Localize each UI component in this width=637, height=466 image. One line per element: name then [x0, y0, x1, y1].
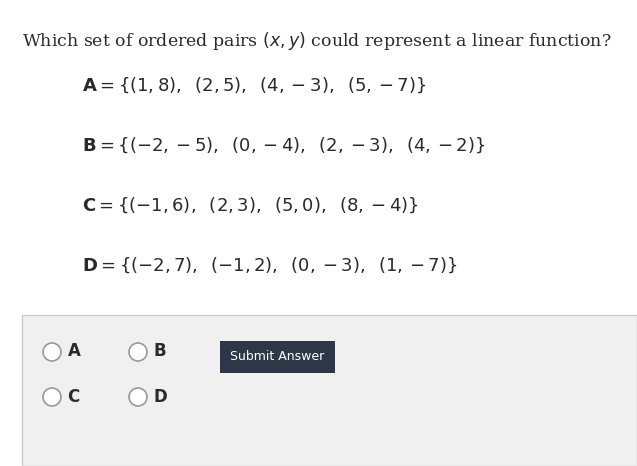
- Circle shape: [129, 343, 147, 361]
- Circle shape: [43, 388, 61, 406]
- FancyBboxPatch shape: [22, 315, 637, 466]
- Text: Which set of ordered pairs $(x, y)$ could represent a linear function?: Which set of ordered pairs $(x, y)$ coul…: [22, 30, 612, 52]
- Text: $\mathbf{A} = \{(1, 8),\;\; (2, 5),\;\; (4, -3),\;\; (5, -7)\}$: $\mathbf{A} = \{(1, 8),\;\; (2, 5),\;\; …: [82, 75, 426, 95]
- Text: $\mathbf{C}$: $\mathbf{C}$: [67, 389, 80, 405]
- Text: $\mathbf{A}$: $\mathbf{A}$: [67, 343, 82, 361]
- Circle shape: [43, 343, 61, 361]
- Text: $\mathbf{D} = \{(-2, 7),\;\; (-1, 2),\;\; (0, -3),\;\; (1, -7)\}$: $\mathbf{D} = \{(-2, 7),\;\; (-1, 2),\;\…: [82, 255, 457, 274]
- Text: $\mathbf{B}$: $\mathbf{B}$: [153, 343, 166, 361]
- Text: Submit Answer: Submit Answer: [231, 350, 325, 363]
- Text: $\mathbf{D}$: $\mathbf{D}$: [153, 389, 168, 405]
- FancyBboxPatch shape: [220, 341, 335, 373]
- Circle shape: [129, 388, 147, 406]
- Text: $\mathbf{B} = \{(-2, -5),\;\; (0, -4),\;\; (2, -3),\;\; (4, -2)\}$: $\mathbf{B} = \{(-2, -5),\;\; (0, -4),\;…: [82, 135, 485, 155]
- Text: $\mathbf{C} = \{(-1, 6),\;\; (2, 3),\;\; (5, 0),\;\; (8, -4)\}$: $\mathbf{C} = \{(-1, 6),\;\; (2, 3),\;\;…: [82, 195, 419, 214]
